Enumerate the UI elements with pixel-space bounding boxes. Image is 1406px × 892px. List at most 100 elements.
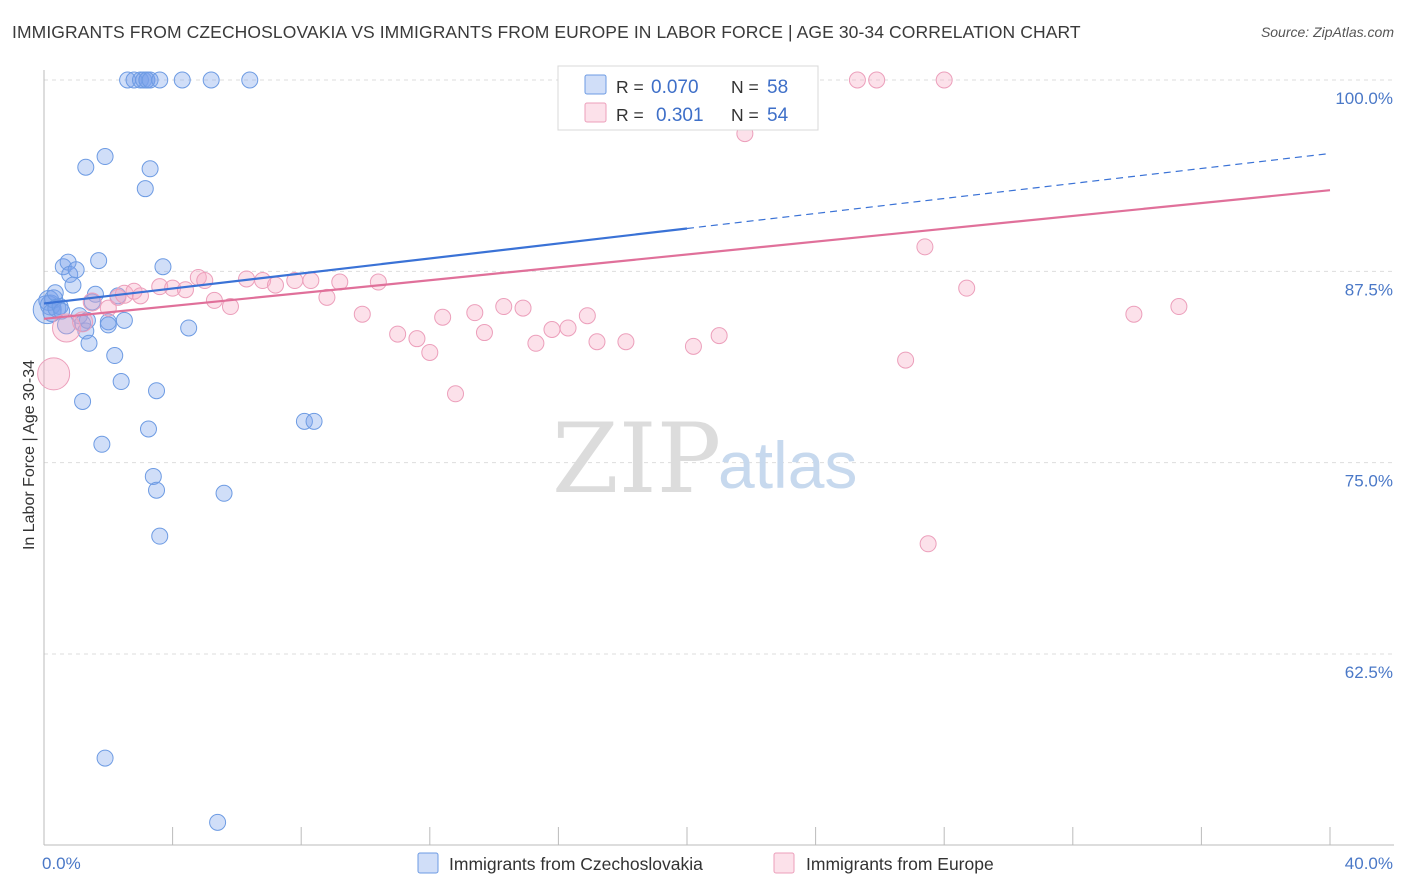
y-tick-label-2: 87.5% <box>1345 280 1393 299</box>
czechoslovakia-point-55 <box>96 749 114 767</box>
europe-point-36 <box>559 319 577 337</box>
czechoslovakia-point-29 <box>115 311 133 329</box>
europe-point-46 <box>848 71 866 89</box>
europe-point-21 <box>318 288 336 306</box>
czechoslovakia-point-52 <box>241 71 259 89</box>
bottom-legend: Immigrants from Czechoslovakia Immigrant… <box>417 852 994 874</box>
y-tick-labels: 62.5% 75.0% 87.5% 100.0% <box>1335 89 1393 682</box>
europe-point-48 <box>897 351 915 369</box>
europe-point-34 <box>527 334 545 352</box>
europe-point-47 <box>868 71 886 89</box>
bottom-legend-label-czechoslovakia: Immigrants from Czechoslovakia <box>449 854 703 874</box>
czechoslovakia-point-47 <box>151 71 169 89</box>
czechoslovakia-point-51 <box>215 484 233 502</box>
y-axis-label: In Labor Force | Age 30-34 <box>21 360 38 550</box>
czechoslovakia-point-43 <box>141 71 159 89</box>
watermark-atlas: atlas <box>718 428 857 502</box>
europe-point-2 <box>72 311 94 333</box>
europe-point-1 <box>52 313 82 343</box>
europe-point-39 <box>617 333 635 351</box>
europe-point-35 <box>543 320 561 338</box>
europe-point-29 <box>447 385 465 403</box>
watermark: ZIP atlas <box>552 403 857 515</box>
stats-n-label-blue: N = <box>731 77 759 97</box>
czechoslovakia-point-46 <box>148 382 166 400</box>
x-tick-label-max: 40.0% <box>1345 854 1393 873</box>
europe-point-24 <box>369 273 387 291</box>
bottom-legend-blue-swatch <box>417 852 439 874</box>
czechoslovakia-point-8 <box>53 302 71 320</box>
czechoslovakia-point-57 <box>99 316 117 334</box>
stats-r-label-pink: R = <box>616 105 644 125</box>
czechoslovakia-point-45 <box>139 420 157 438</box>
czechoslovakia-point-38 <box>151 527 169 545</box>
czechoslovakia-point-24 <box>96 148 114 166</box>
chart-title: IMMIGRANTS FROM CZECHOSLOVAKIA VS IMMIGR… <box>12 22 1081 42</box>
stats-legend-pink-swatch <box>584 102 607 123</box>
czechoslovakia-point-14 <box>67 261 85 279</box>
stats-r-label-blue: R = <box>616 77 644 97</box>
czechoslovakia-point-54 <box>305 412 323 430</box>
europe-point-54 <box>1170 298 1188 316</box>
stats-legend: R = 0.070 N = 58 R = 0.301 N = 54 <box>557 65 819 131</box>
europe-trend-line <box>43 189 1331 320</box>
europe-point-0 <box>37 357 71 391</box>
europe-point-33 <box>514 299 532 317</box>
stats-r-value-blue: 0.070 <box>651 77 699 98</box>
bottom-legend-label-europe: Immigrants from Europe <box>806 854 994 874</box>
europe-point-18 <box>266 276 284 294</box>
y-tick-label-1: 75.0% <box>1345 472 1393 491</box>
europe-point-27 <box>421 343 439 361</box>
czechoslovakia-point-41 <box>77 158 95 176</box>
europe-point-43 <box>710 327 728 345</box>
czechoslovakia-point-49 <box>180 319 198 337</box>
stats-n-value-pink: 54 <box>767 105 789 126</box>
europe-point-52 <box>958 279 976 297</box>
stats-n-value-blue: 58 <box>767 77 788 98</box>
czechoslovakia-point-53 <box>295 412 313 430</box>
chart-source: Source: ZipAtlas.com <box>1260 24 1394 40</box>
czechoslovakia-point-56 <box>209 813 227 831</box>
europe-point-50 <box>919 535 937 553</box>
y-tick-label-3: 100.0% <box>1335 89 1393 108</box>
europe-point-25 <box>389 325 407 343</box>
czechoslovakia-point-36 <box>144 467 162 485</box>
czechoslovakia-point-39 <box>154 258 172 276</box>
czechoslovakia-point-44 <box>136 180 154 198</box>
europe-point-49 <box>916 238 934 256</box>
czechoslovakia-point-23 <box>93 435 111 453</box>
europe-point-28 <box>434 308 452 326</box>
europe-point-42 <box>684 337 702 355</box>
bottom-legend-pink-swatch <box>773 852 795 874</box>
czechoslovakia-point-48 <box>173 71 191 89</box>
czechoslovakia-trend-extension <box>686 152 1331 230</box>
trend-lines <box>43 152 1331 320</box>
europe-point-37 <box>578 307 596 325</box>
czechoslovakia-point-13 <box>64 276 82 294</box>
czechoslovakia-point-22 <box>90 252 108 270</box>
watermark-zip: ZIP <box>552 403 721 515</box>
stats-n-label-pink: N = <box>731 105 759 125</box>
czechoslovakia-trend-line <box>43 227 688 305</box>
czechoslovakia-point-50 <box>202 71 220 89</box>
czechoslovakia-point-35 <box>141 160 159 178</box>
europe-point-26 <box>408 330 426 348</box>
europe-point-53 <box>1125 305 1143 323</box>
stats-r-value-pink: 0.301 <box>656 105 704 126</box>
stats-legend-frame <box>557 65 819 131</box>
czechoslovakia-point-19 <box>80 334 98 352</box>
grid-lines <box>44 79 1394 655</box>
czechoslovakia-point-40 <box>74 392 92 410</box>
europe-point-38 <box>588 333 606 351</box>
europe-point-8 <box>131 287 149 305</box>
czechoslovakia-point-28 <box>112 373 130 391</box>
stats-legend-blue-swatch <box>584 74 607 95</box>
czechoslovakia-point-37 <box>148 481 166 499</box>
europe-point-20 <box>302 272 320 290</box>
europe-point-11 <box>176 281 194 299</box>
series-czechoslovakia-points <box>32 71 323 831</box>
europe-point-32 <box>495 298 513 316</box>
europe-point-30 <box>466 304 484 322</box>
europe-point-15 <box>221 298 239 316</box>
